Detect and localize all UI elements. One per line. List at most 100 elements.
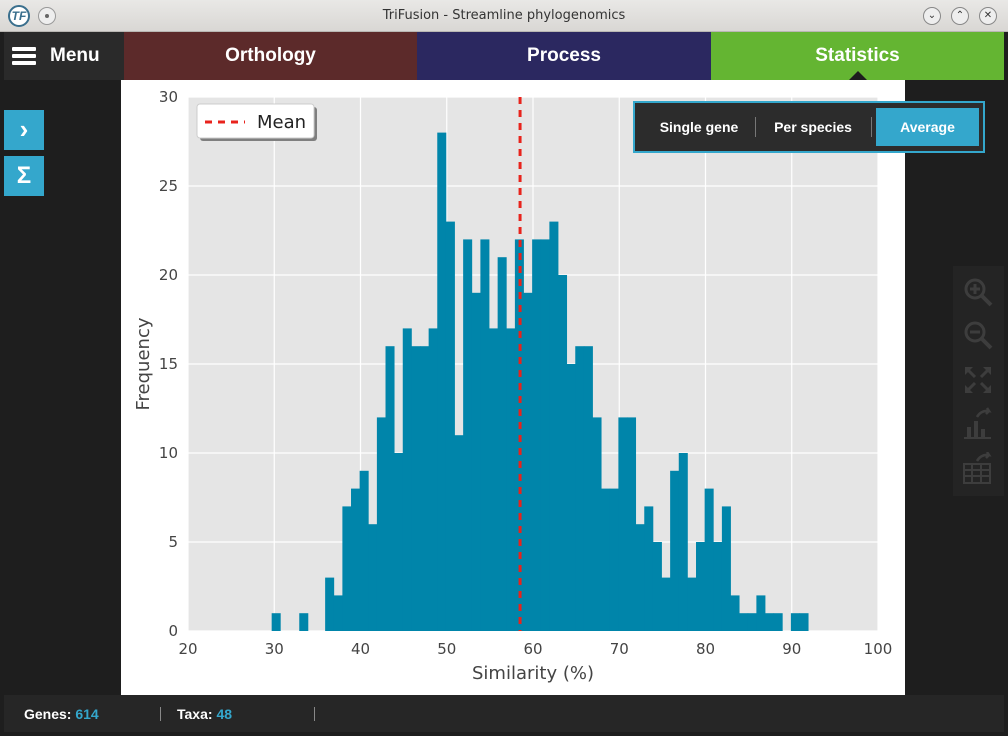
y-tick-label: 20 [159, 266, 178, 284]
zoom-in-icon[interactable] [961, 275, 995, 309]
x-tick-label: 50 [437, 640, 456, 658]
taxa-label: Taxa: [177, 706, 213, 722]
histogram-bar [696, 542, 706, 631]
taxa-value: 48 [216, 706, 233, 722]
y-tick-label: 10 [159, 444, 178, 462]
histogram-bar [540, 239, 550, 631]
x-tick-label: 40 [351, 640, 370, 658]
histogram-bar [463, 239, 473, 631]
x-tick-label: 90 [782, 640, 801, 658]
histogram-bar [730, 595, 740, 631]
histogram-bar [609, 488, 619, 631]
histogram-bar [342, 506, 352, 631]
histogram-bar [523, 292, 533, 631]
histogram-bar [575, 346, 585, 631]
summary-stats-button[interactable]: Σ [4, 156, 44, 196]
export-graph-icon[interactable] [961, 407, 995, 441]
status-separator [160, 707, 161, 721]
histogram-bar [739, 613, 749, 631]
sigma-icon: Σ [16, 162, 32, 189]
histogram-bar [592, 417, 602, 631]
histogram-bar [368, 524, 378, 631]
x-tick-label: 60 [523, 640, 542, 658]
top-navigation: Menu Orthology Process Statistics [4, 32, 1004, 80]
y-tick-label: 30 [159, 88, 178, 106]
close-button[interactable]: ✕ [979, 7, 997, 25]
histogram-bar [747, 613, 757, 631]
histogram-bar [566, 364, 576, 631]
histogram-bar [271, 613, 281, 631]
histogram-bar [765, 613, 775, 631]
histogram-bar [704, 488, 714, 631]
pin-window-button[interactable] [38, 7, 56, 25]
plot-tools-panel [953, 266, 1004, 496]
tab-process[interactable]: Process [417, 32, 711, 80]
menu-button[interactable]: Menu [4, 32, 124, 80]
x-axis-label: Similarity (%) [472, 663, 594, 684]
single-gene-toggle[interactable]: Single gene [659, 119, 739, 135]
toggle-separator [755, 117, 756, 137]
plot-panel: 20 30 40 50 60 70 80 90 100 0 5 10 15 20 25 30 Similar… [121, 80, 905, 695]
average-toggle[interactable]: Average [876, 108, 979, 146]
tab-statistics-label: Statistics [815, 45, 900, 66]
histogram-bar [385, 346, 395, 631]
histogram-bar [325, 577, 335, 631]
window-titlebar: TF TriFusion - Streamline phylogenomics … [0, 0, 1008, 32]
x-tick-label: 80 [696, 640, 715, 658]
genes-count: Genes: 614 [24, 706, 99, 722]
y-axis-label: Frequency [133, 317, 154, 410]
tab-statistics[interactable]: Statistics [711, 32, 1004, 80]
trifusion-logo-icon: TF [8, 5, 30, 27]
histogram-bar [652, 542, 662, 631]
histogram-bar [351, 488, 361, 631]
minimize-button[interactable]: ⌄ [923, 7, 941, 25]
histogram-bar [411, 346, 421, 631]
histogram-bar [790, 613, 800, 631]
histogram-bar [359, 470, 369, 631]
histogram-bar [670, 470, 680, 631]
y-tick-label: 25 [159, 177, 178, 195]
per-species-toggle[interactable]: Per species [774, 119, 852, 135]
taxa-count: Taxa: 48 [177, 706, 232, 722]
histogram-bar [437, 132, 447, 631]
zoom-out-icon[interactable] [961, 318, 995, 352]
y-tick-label: 5 [168, 533, 178, 551]
histogram-bar [773, 613, 783, 631]
status-bar: Genes: 614 Taxa: 48 [4, 695, 1004, 732]
histogram-bar [678, 453, 688, 631]
histogram-bar [497, 257, 507, 631]
histogram-bar [402, 328, 412, 631]
histogram-bar [756, 595, 766, 631]
histogram-bar [299, 613, 309, 631]
tab-orthology[interactable]: Orthology [124, 32, 417, 80]
histogram-bar [376, 417, 386, 631]
x-tick-label: 100 [864, 640, 893, 658]
histogram-bar [480, 239, 490, 631]
export-table-icon[interactable] [961, 452, 995, 486]
histogram-bar [583, 346, 593, 631]
x-tick-label: 20 [178, 640, 197, 658]
histogram-bar [661, 577, 671, 631]
x-tick-label: 30 [265, 640, 284, 658]
x-axis-ticks: 20 30 40 50 60 70 80 90 100 [178, 640, 892, 658]
histogram-bar [618, 417, 628, 631]
histogram-bar [471, 292, 481, 631]
histogram-bar [532, 239, 542, 631]
histogram-bar [721, 506, 731, 631]
fit-icon[interactable] [961, 363, 995, 397]
histogram-bar [454, 435, 464, 631]
maximize-button[interactable]: ⌃ [951, 7, 969, 25]
histogram-bar [506, 328, 516, 631]
hamburger-icon [12, 47, 36, 65]
histogram-bar [601, 488, 611, 631]
x-tick-label: 70 [610, 640, 629, 658]
toggle-separator [871, 117, 872, 137]
histogram-bar [558, 275, 568, 631]
histogram-chart: 20 30 40 50 60 70 80 90 100 0 5 10 15 20 25 30 Similar… [133, 88, 892, 684]
histogram-bar [420, 346, 430, 631]
legend-box [196, 103, 315, 139]
genes-label: Genes: [24, 706, 72, 722]
chevron-right-icon: › [19, 114, 29, 144]
histogram-bar [687, 577, 697, 631]
expand-panel-button[interactable]: › [4, 110, 44, 150]
